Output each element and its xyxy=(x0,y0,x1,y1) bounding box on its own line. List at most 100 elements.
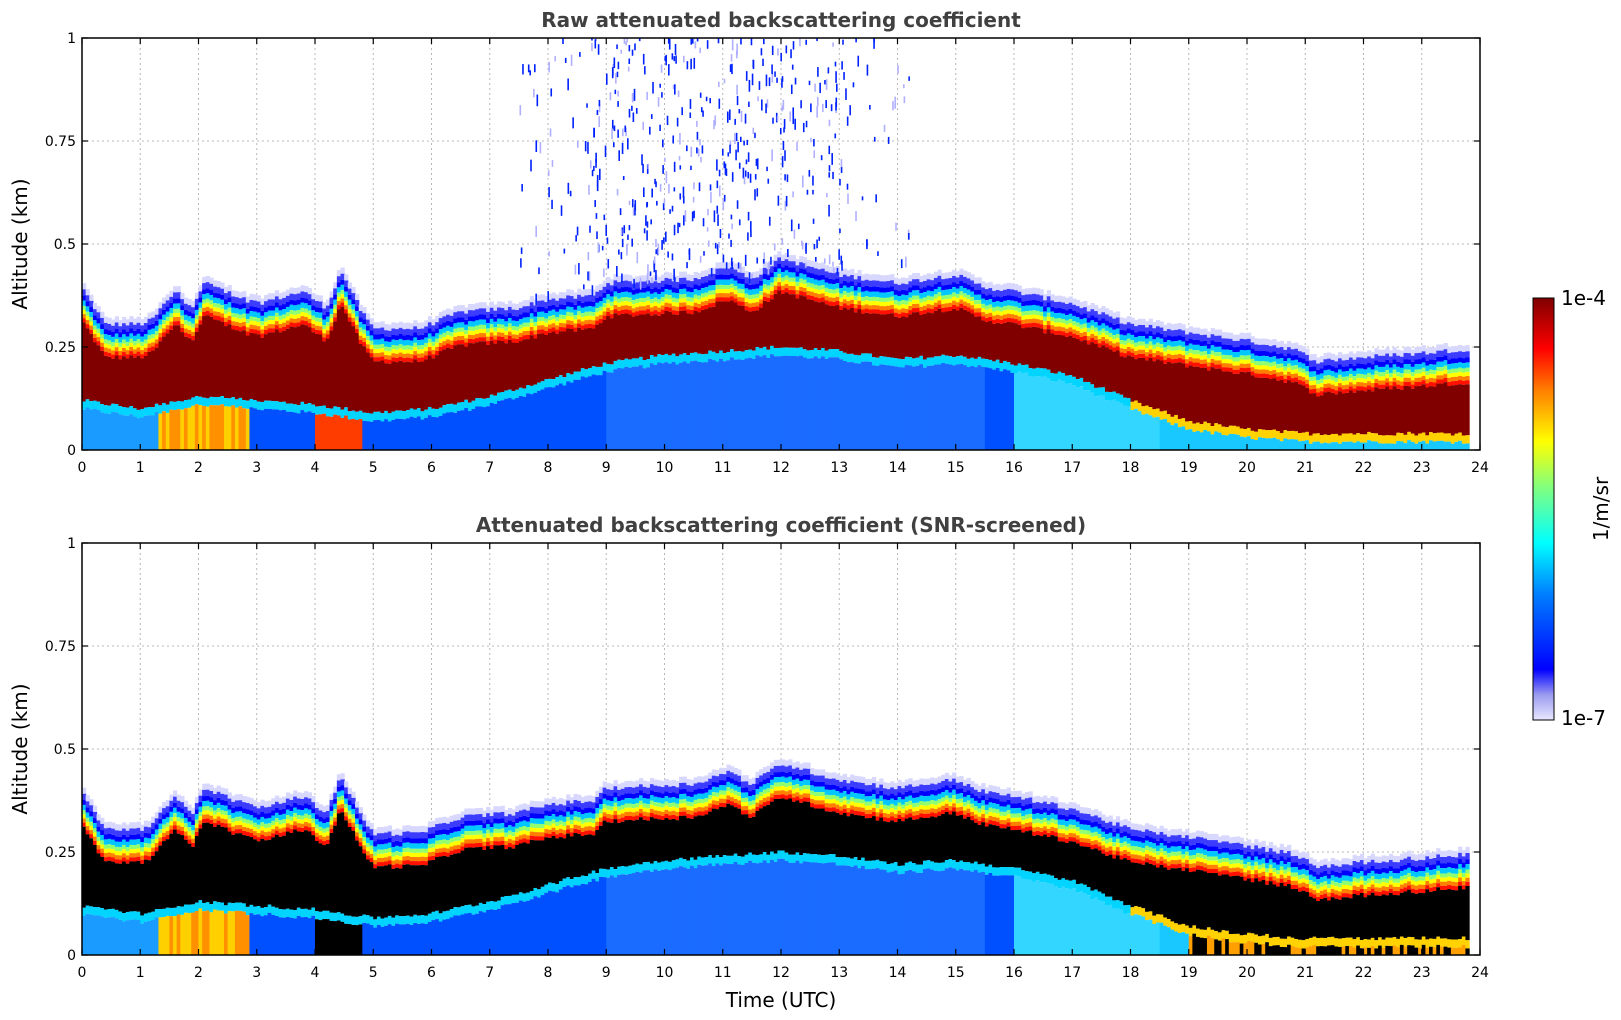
profile-column xyxy=(1283,343,1288,450)
profile-column xyxy=(1054,797,1059,955)
profile-column xyxy=(912,273,917,450)
profile-column xyxy=(1188,326,1193,450)
profile-column xyxy=(664,778,669,955)
profile-column xyxy=(1112,312,1117,450)
x-tick-label: 4 xyxy=(311,460,320,476)
profile-column xyxy=(1407,850,1412,955)
profile-column xyxy=(959,775,964,955)
profile-column xyxy=(606,783,611,955)
profile-column xyxy=(584,289,589,450)
profile-column xyxy=(1221,332,1226,450)
profile-column xyxy=(1126,820,1132,955)
profile-column xyxy=(256,295,261,450)
profile-column xyxy=(886,274,891,450)
profile-column xyxy=(831,266,837,450)
profile-column xyxy=(1185,829,1190,955)
profile-column xyxy=(1305,852,1310,955)
profile-column xyxy=(824,772,829,955)
profile-column xyxy=(406,322,411,450)
profile-column xyxy=(635,276,640,450)
profile-column xyxy=(1046,290,1052,450)
profile-column xyxy=(1323,353,1328,450)
profile-column xyxy=(1399,350,1405,450)
profile-column xyxy=(1272,339,1277,450)
profile-column xyxy=(1152,322,1157,450)
profile-column xyxy=(140,824,145,955)
profile-column xyxy=(293,288,298,450)
profile-column xyxy=(1014,284,1019,450)
profile-column xyxy=(493,304,498,450)
profile-column xyxy=(646,781,651,955)
profile-column xyxy=(1257,842,1263,955)
profile-column xyxy=(435,315,440,450)
panel-screened: Attenuated backscattering coefficient (S… xyxy=(8,513,1489,1012)
profile-column xyxy=(202,276,207,450)
profile-column xyxy=(1123,318,1128,450)
profile-column xyxy=(872,776,877,955)
profile-column xyxy=(861,274,866,450)
profile-column xyxy=(890,781,895,955)
profile-column xyxy=(1130,823,1135,955)
profile-column xyxy=(693,271,698,450)
profile-column xyxy=(1294,849,1299,955)
profile-column xyxy=(835,265,840,450)
x-tick-label: 2 xyxy=(194,965,203,981)
profile-column xyxy=(1257,338,1263,450)
profile-column xyxy=(151,816,156,955)
profile-column xyxy=(1454,851,1459,955)
profile-column xyxy=(770,762,775,955)
profile-column xyxy=(1057,802,1062,955)
profile-column xyxy=(1403,852,1408,955)
profile-column xyxy=(806,260,811,450)
profile-column xyxy=(649,276,655,450)
profile-column xyxy=(1203,328,1208,450)
profile-column xyxy=(267,293,272,450)
profile-column xyxy=(755,271,760,450)
profile-column xyxy=(318,295,323,450)
y-tick-label: 0.5 xyxy=(54,742,76,758)
profile-column xyxy=(802,762,808,955)
profile-column xyxy=(1057,295,1062,450)
profile-column xyxy=(216,785,221,955)
profile-column xyxy=(1443,850,1448,955)
profile-column xyxy=(1064,297,1070,450)
profile-column xyxy=(915,272,920,450)
profile-column xyxy=(1199,831,1204,955)
profile-column xyxy=(1450,346,1456,450)
profile-column xyxy=(941,272,946,450)
profile-column xyxy=(424,826,429,955)
panel-screened-title: Attenuated backscattering coefficient (S… xyxy=(476,513,1086,537)
profile-column xyxy=(114,316,120,450)
profile-column xyxy=(802,257,808,450)
profile-column xyxy=(1068,296,1073,450)
profile-column xyxy=(700,270,706,450)
profile-column xyxy=(1075,804,1081,955)
profile-column xyxy=(893,782,899,955)
profile-column xyxy=(584,795,589,955)
profile-column xyxy=(413,826,418,955)
profile-column xyxy=(875,781,880,955)
profile-column xyxy=(442,310,447,450)
profile-column xyxy=(420,322,425,450)
profile-column xyxy=(1345,353,1350,450)
profile-column xyxy=(260,799,265,955)
profile-column xyxy=(100,817,105,955)
profile-column xyxy=(325,299,331,450)
profile-column xyxy=(1447,849,1452,955)
profile-column xyxy=(289,793,294,955)
profile-column xyxy=(631,781,636,955)
panel-raw: Raw attenuated backscattering coefficien… xyxy=(8,8,1489,476)
profile-column xyxy=(966,272,971,450)
profile-column xyxy=(1021,793,1026,955)
profile-column xyxy=(1418,346,1423,450)
profile-column xyxy=(1177,828,1183,955)
profile-column xyxy=(639,275,644,450)
profile-column xyxy=(926,778,931,955)
profile-column xyxy=(853,273,859,450)
profile-column xyxy=(1272,845,1277,955)
panel-screened-ylabel: Altitude (km) xyxy=(8,683,32,814)
profile-column xyxy=(1287,844,1292,955)
profile-column xyxy=(944,772,950,955)
profile-column xyxy=(253,294,258,450)
profile-column xyxy=(467,303,473,450)
